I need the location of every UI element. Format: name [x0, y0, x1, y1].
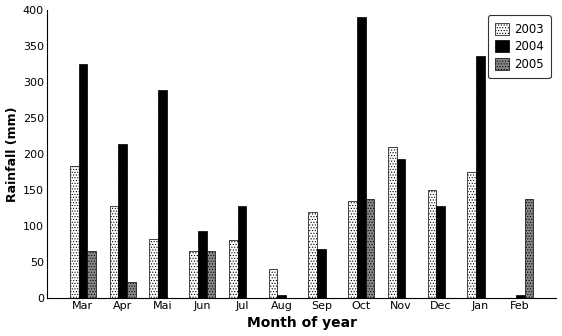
Bar [467, 172, 476, 298]
Bar [158, 90, 167, 298]
Bar [206, 251, 215, 298]
Bar [428, 190, 436, 298]
Bar [87, 251, 96, 298]
Bar [388, 146, 397, 298]
Y-axis label: Rainfall (mm): Rainfall (mm) [6, 106, 19, 202]
Bar [189, 251, 198, 298]
Bar [309, 212, 317, 298]
Bar [149, 239, 158, 298]
Bar [118, 144, 127, 298]
Bar [110, 206, 118, 298]
Bar [127, 282, 136, 298]
Bar [348, 201, 357, 298]
Bar [476, 56, 485, 298]
Bar [269, 269, 277, 298]
X-axis label: Month of year: Month of year [247, 317, 356, 330]
Bar [70, 166, 79, 298]
Bar [365, 199, 374, 298]
Bar [238, 207, 246, 298]
Bar [524, 199, 533, 298]
Bar [436, 207, 445, 298]
Bar [229, 240, 238, 298]
Bar [198, 231, 206, 298]
Bar [357, 17, 365, 298]
Bar [397, 159, 405, 298]
Bar [317, 249, 326, 298]
Bar [277, 295, 286, 298]
Bar [79, 64, 87, 298]
Legend: 2003, 2004, 2005: 2003, 2004, 2005 [488, 15, 551, 78]
Bar [516, 295, 524, 298]
